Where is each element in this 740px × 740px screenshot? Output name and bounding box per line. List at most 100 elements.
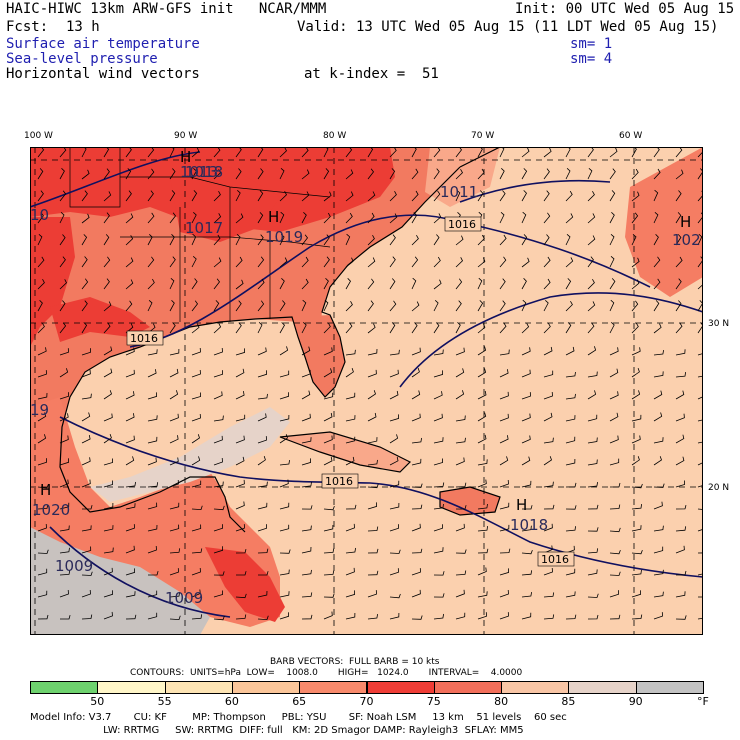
wind-barb [675, 480, 685, 488]
wind-barb [587, 371, 598, 378]
wind-barb [279, 479, 289, 488]
wind-barb [257, 347, 267, 356]
wind-barb [147, 256, 155, 268]
wind-barb [521, 392, 531, 400]
wind-barb [455, 278, 463, 290]
wind-barb [565, 614, 577, 620]
wind-barb [213, 615, 225, 621]
wind-barb [587, 390, 597, 400]
wind-barb [37, 279, 45, 290]
wind-barb [301, 169, 310, 180]
wind-barb [323, 212, 331, 224]
wind-barb [213, 391, 223, 400]
wind-barb [103, 590, 114, 598]
wind-barb [477, 390, 487, 400]
wind-barb [59, 435, 69, 444]
wind-barb [565, 436, 576, 444]
wind-barb [499, 391, 509, 400]
wind-barb [455, 390, 465, 400]
wind-barb [499, 349, 510, 356]
wind-barb [565, 371, 576, 378]
wind-barb [235, 213, 244, 224]
wind-barb [257, 168, 264, 180]
wind-barb [477, 234, 485, 246]
lon-label-80w: 80 W [323, 131, 347, 141]
wind-barb [213, 169, 221, 180]
wind-barb [631, 525, 642, 532]
wind-barb [455, 347, 465, 356]
colorbar-tick-label: 90 [628, 695, 643, 708]
wind-barb [235, 190, 241, 202]
wind-barb [169, 256, 176, 268]
colorbar-bin [30, 681, 99, 694]
wind-barb [521, 456, 531, 466]
wind-barb [37, 549, 49, 554]
wind-barb [235, 614, 247, 620]
wind-barb [455, 189, 461, 202]
wind-barb [389, 278, 396, 290]
wind-barb [587, 459, 598, 466]
wind-barb [345, 322, 353, 334]
wind-barb [59, 589, 69, 598]
wind-barb [147, 612, 158, 620]
wind-barb [499, 211, 505, 224]
wind-barb [323, 168, 330, 180]
wind-barb [631, 347, 641, 356]
wind-barb [345, 436, 356, 444]
wind-barb [543, 456, 552, 466]
wind-barb [147, 212, 155, 224]
wind-barb [433, 391, 443, 400]
wind-barb [389, 390, 399, 400]
wind-barb [587, 191, 595, 202]
wind-barb [323, 611, 333, 620]
wind-barb [191, 168, 197, 180]
wind-barb [169, 348, 180, 356]
wind-barb [543, 523, 553, 532]
wind-barb [37, 190, 44, 202]
wind-barb [565, 300, 573, 312]
wind-barb [213, 590, 223, 598]
wind-barb [697, 375, 703, 378]
wind-barb [675, 190, 682, 202]
wind-barb [587, 593, 599, 598]
wind-barb [103, 278, 110, 290]
wind-barb [521, 612, 532, 620]
wind-barb [543, 212, 551, 224]
wind-barb [103, 433, 112, 444]
wind-barb [323, 593, 335, 598]
wind-barb [455, 437, 466, 444]
wind-barb [257, 322, 263, 334]
wind-barb [609, 458, 620, 466]
wind-barb [653, 323, 662, 334]
wind-barb [235, 593, 247, 599]
wind-barb [103, 413, 113, 422]
wind-barb [37, 347, 47, 356]
wind-barb [323, 524, 334, 532]
wind-barb [125, 347, 135, 356]
wind-barb [675, 300, 682, 312]
wind-barb [433, 458, 443, 466]
wind-barb [125, 391, 135, 400]
wind-barb [191, 456, 201, 466]
wind-barb [609, 435, 619, 444]
wind-barb [631, 168, 639, 180]
high-marker: H [40, 481, 51, 499]
wind-barb [609, 322, 615, 334]
wind-barb [521, 570, 533, 576]
wind-barb [81, 213, 90, 224]
wind-barb [609, 299, 615, 312]
wind-barb [257, 278, 265, 290]
wind-barb [37, 370, 47, 378]
wind-barb [565, 278, 572, 290]
model-title: HAIC-HIWC 13km ARW-GFS init NCAR/MMM [6, 1, 327, 17]
wind-barb [59, 458, 70, 466]
wind-barb [169, 322, 176, 334]
wind-barb [191, 300, 198, 312]
wind-barb [345, 504, 357, 510]
wind-barb [411, 277, 417, 290]
wind-barb [235, 348, 246, 356]
wind-barb [565, 213, 574, 224]
wind-barb [411, 190, 419, 202]
high-marker: H [268, 208, 279, 226]
wind-barb [609, 347, 619, 356]
